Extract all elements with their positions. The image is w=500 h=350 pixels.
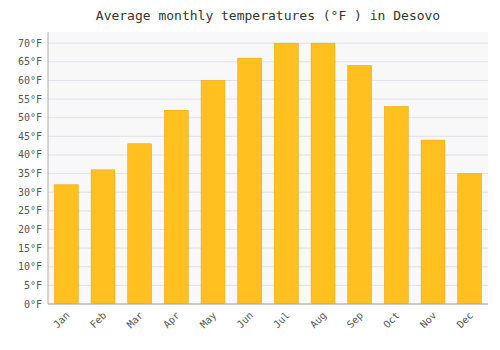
x-axis-line [48, 304, 488, 305]
y-tick-label: 0°F [24, 299, 42, 310]
y-tick-label: 50°F [18, 112, 42, 123]
y-tick-label: 15°F [18, 243, 42, 254]
bar [201, 80, 225, 304]
bar [421, 140, 445, 304]
chart: Average monthly temperatures (°F ) in De… [0, 0, 500, 350]
y-tick-label: 65°F [18, 56, 42, 67]
x-tick-label: Jan [51, 310, 72, 331]
y-tick-label: 5°F [24, 280, 42, 291]
title: Average monthly temperatures (°F ) in De… [96, 8, 440, 23]
x-tick-label: Feb [88, 310, 109, 331]
grid-line [48, 61, 488, 62]
bar [384, 107, 408, 304]
x-tick-label: Apr [161, 310, 182, 331]
x-tick-label: May [198, 310, 219, 331]
x-tick-label: Dec [455, 310, 476, 331]
bar [274, 43, 298, 304]
y-grid [48, 43, 488, 304]
bar [128, 144, 152, 304]
grid-line [48, 43, 488, 44]
x-tick-label: Oct [381, 310, 402, 331]
grid-line [48, 117, 488, 118]
y-tick-label: 45°F [18, 131, 42, 142]
bar [348, 66, 372, 304]
grid-line [48, 136, 488, 137]
grid-line [48, 99, 488, 100]
bar [164, 110, 188, 304]
chart-container: Average monthly temperatures (°F ) in De… [0, 0, 500, 350]
bar [311, 43, 335, 304]
x-tick-label: Aug [308, 310, 329, 331]
grid-line [48, 80, 488, 81]
y-tick-label: 20°F [18, 224, 42, 235]
bars [54, 43, 481, 304]
bar [238, 58, 262, 304]
bar [458, 174, 482, 304]
y-tick-label: 30°F [18, 187, 42, 198]
y-tick-label: 25°F [18, 205, 42, 216]
x-tick-label: Jul [271, 310, 292, 331]
x-axis: Jan Feb Mar Apr May Jun Jul Aug Sep Oct Nov Dec [51, 310, 475, 331]
x-tick-label: Sep [345, 310, 366, 331]
y-tick-label: 40°F [18, 149, 42, 160]
y-tick-label: 55°F [18, 94, 42, 105]
x-tick-label: Mar [125, 310, 146, 331]
grid-line [48, 304, 488, 305]
x-tick-label: Jun [235, 310, 256, 331]
bar [91, 170, 115, 304]
y-axis: 0°F 5°F 10°F 15°F 20°F 25°F 30°F 35°F 40°F 45°F 50… [18, 38, 42, 310]
bar [54, 185, 78, 304]
y-tick-label: 60°F [18, 75, 42, 86]
plot-background [48, 32, 488, 304]
y-tick-label: 10°F [18, 261, 42, 272]
y-axis-line [48, 32, 49, 304]
y-tick-label: 70°F [18, 38, 42, 49]
y-tick-label: 35°F [18, 168, 42, 179]
x-tick-label: Nov [418, 310, 439, 331]
